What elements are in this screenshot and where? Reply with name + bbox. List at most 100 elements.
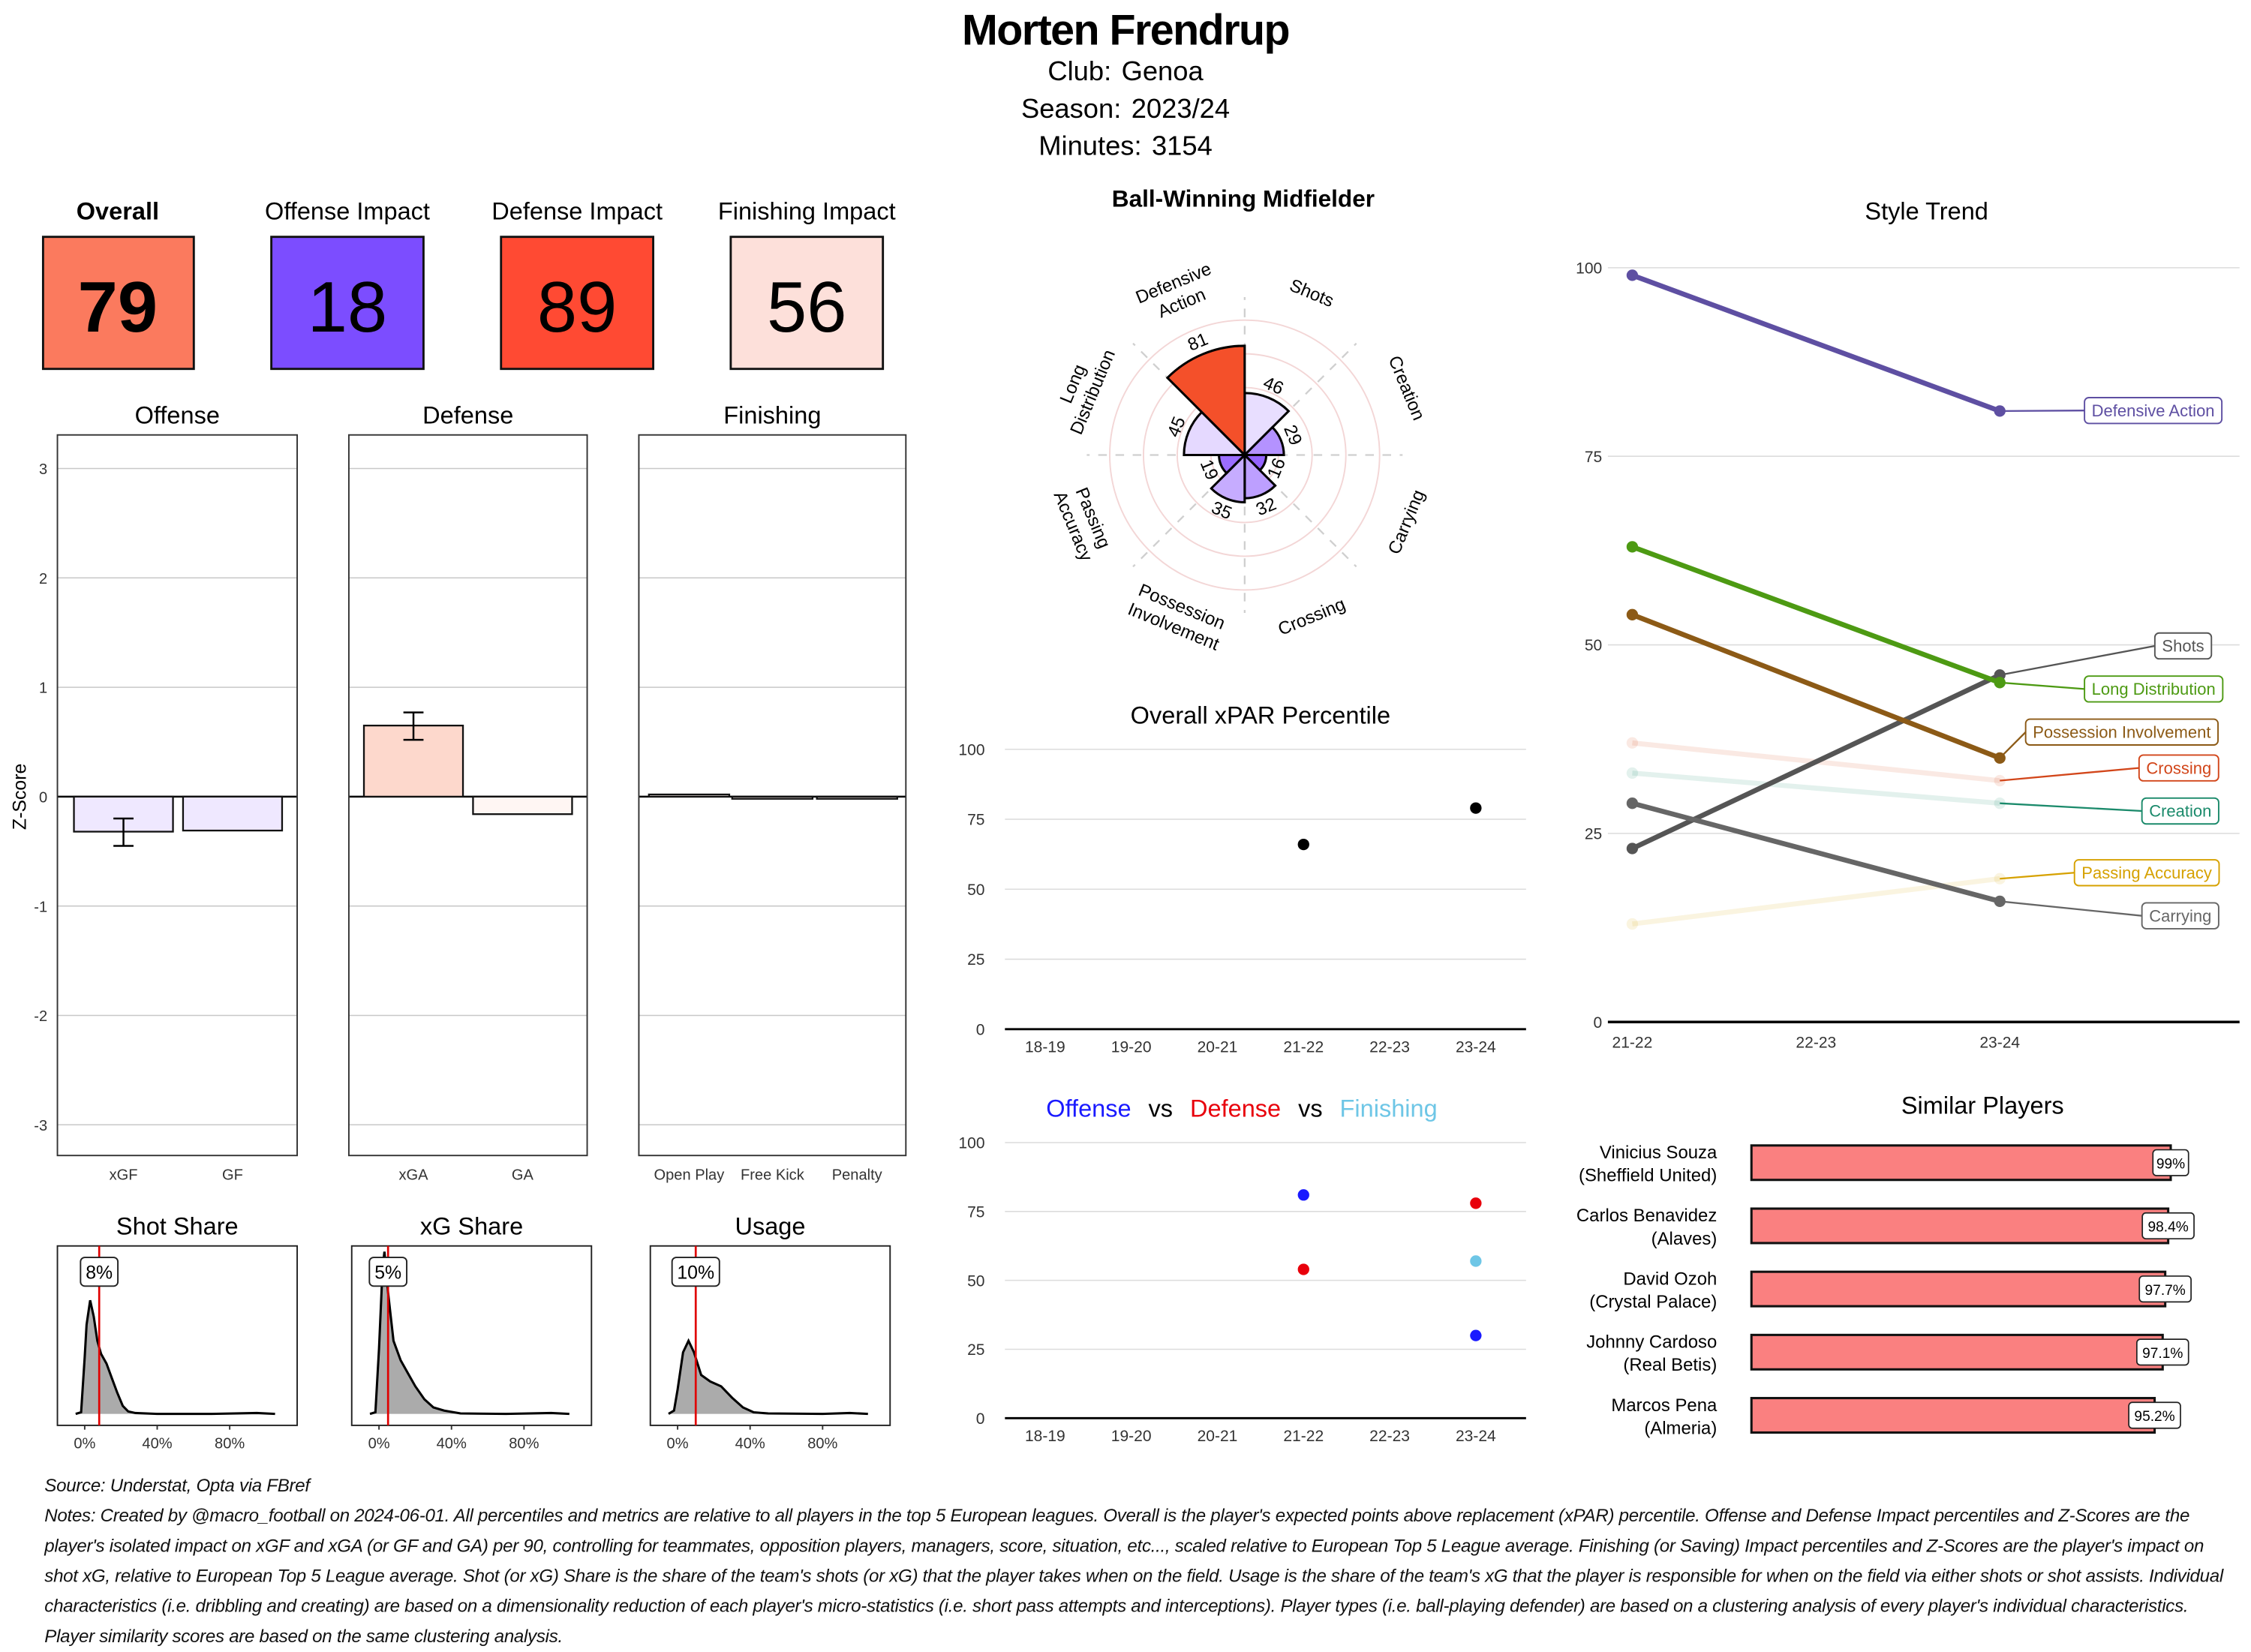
tile-overall: Overall 79 (41, 198, 195, 371)
x-tick-label: Free Kick (741, 1167, 805, 1184)
y-tick-label: 2 (39, 571, 47, 587)
label-text: Defensive Action (2092, 401, 2215, 420)
similarity-label-box (2152, 1149, 2189, 1176)
tile-label: Offense Impact (265, 198, 430, 225)
x-tick-label: 0% (368, 1436, 390, 1452)
label-text: Long Distribution (2092, 680, 2216, 698)
label-box (2073, 859, 2220, 887)
x-tick-label: 23-24 (1979, 1035, 2020, 1052)
similar-players-chart: Similar Players Vinicius Souza (Sheffield … (1576, 1092, 2195, 1438)
similar-player-name-line: (Crystal Palace) (1589, 1292, 1717, 1312)
y-tick-label: 75 (967, 1203, 984, 1221)
source-text: Source: Understat, Opta via FBref (44, 1475, 310, 1496)
y-tick-label: 75 (967, 812, 984, 829)
y-tick-label: -3 (34, 1118, 47, 1134)
player-value-label: 5% (374, 1263, 401, 1284)
trend-series-creation (1626, 767, 2006, 809)
chart-title-part: Finishing (1340, 1095, 1438, 1122)
label-text: Crossing (2146, 758, 2211, 777)
similarity-bar (1750, 1270, 2167, 1308)
polar-category-label: Crossing (1275, 594, 1348, 640)
label-leader-line (2000, 802, 2142, 812)
similar-player-name: Vinicius Souza (Sheffield United) (1579, 1143, 1718, 1186)
x-tick-label: xGA (398, 1167, 428, 1184)
trend-point (1626, 269, 1639, 281)
x-tick-label: 40% (437, 1436, 467, 1452)
label-leader-line (1999, 731, 2027, 759)
trend-series-label: Creation (2000, 797, 2219, 825)
player-value-label: 10% (677, 1263, 714, 1284)
z-score-panel-defense: Defense xGA GA (347, 401, 588, 1184)
club-label: Club: (1047, 56, 1111, 86)
y-tick-label: -1 (34, 899, 47, 915)
similarity-label-box (2135, 1338, 2189, 1366)
x-tick-label: 0% (74, 1436, 95, 1452)
trend-point (1626, 608, 1639, 620)
chart-title-part: vs (1298, 1095, 1323, 1122)
similar-player-row: Johnny Cardoso (Real Betis) 97.1% (1586, 1332, 2189, 1376)
trend-series-label: Carrying (2000, 900, 2219, 930)
trend-point (1626, 737, 1639, 749)
x-tick-label: 40% (735, 1436, 765, 1452)
label-text: Shots (2162, 637, 2204, 656)
y-tick-label: -2 (34, 1008, 47, 1025)
chart-title: Similar Players (1901, 1092, 2064, 1119)
density-panel-usage: Usage 10% 0% 40% 80% (649, 1212, 891, 1452)
z-score-bar (731, 795, 814, 800)
similarity-label-box (2128, 1401, 2181, 1429)
tile-value: 18 (308, 267, 387, 347)
panel-title: xG Share (420, 1212, 523, 1239)
data-point (1470, 802, 1482, 814)
density-curve (75, 1299, 275, 1416)
trend-line (1631, 272, 2001, 414)
trend-series-defensive-action (1626, 269, 2006, 417)
similarity-bar (1750, 1207, 2170, 1245)
panel-frame (638, 434, 907, 1157)
polar-bar (1165, 344, 1246, 458)
x-tick-label: 19-20 (1111, 1428, 1152, 1445)
x-tick-label: 23-24 (1456, 1428, 1496, 1445)
polar-category-label: PossessionInvolvement (1125, 579, 1231, 655)
z-score-bar (472, 795, 573, 815)
panel-title: Offense (135, 401, 220, 428)
label-text: Creation (2149, 802, 2211, 821)
tile-box (729, 236, 885, 371)
y-tick-label: 0 (976, 1021, 985, 1038)
data-point (1470, 1255, 1482, 1267)
radial-gridline (1109, 319, 1381, 591)
label-leader-line (2000, 644, 2156, 676)
data-point (1297, 1189, 1309, 1201)
trend-point (1626, 797, 1639, 809)
label-box (2153, 632, 2213, 660)
xpar-percentile-chart: Overall xPAR Percentile 0 25 50 75 100 18-19 19… (958, 701, 1526, 1056)
y-tick-label: 50 (967, 882, 984, 899)
label-box (2084, 675, 2224, 703)
polar-category-label-line: Crossing (1275, 594, 1348, 640)
x-tick-label: 80% (807, 1436, 837, 1452)
similarity-label-box (2141, 1212, 2195, 1240)
polar-category-label: Carrying (1384, 487, 1429, 557)
trend-series-possession-involvement (1626, 608, 2006, 764)
data-point (1297, 838, 1309, 851)
tile-defense-impact: Defense Impact 89 (491, 198, 663, 371)
similarity-bar (1750, 1397, 2156, 1434)
similar-player-row: Marcos Pena (Almeria) 95.2% (1611, 1395, 2181, 1438)
similar-player-name-line: Carlos Benavidez (1576, 1206, 1717, 1226)
label-box (2141, 902, 2219, 930)
similar-player-name-line: Johnny Cardoso (1586, 1332, 1717, 1353)
trend-series-long-distribution (1626, 541, 2006, 689)
z-score-panels: Offense 3 2 1 0 -1 -2 -3 xGF GF Defense xGA GA Finish… (9, 401, 907, 1184)
similar-player-name: Carlos Benavidez (Alaves) (1576, 1206, 1717, 1249)
label-leader-line (2000, 767, 2139, 782)
x-tick-label: 80% (509, 1436, 539, 1452)
z-score-bar (816, 795, 898, 800)
x-tick-label: GA (512, 1167, 534, 1184)
tile-label: Defense Impact (491, 198, 663, 225)
y-tick-label: 100 (958, 1135, 984, 1152)
y-tick-label: 50 (967, 1272, 984, 1290)
density-area (668, 1341, 868, 1414)
similar-player-name: Johnny Cardoso (Real Betis) (1586, 1332, 1717, 1376)
label-leader-line (2000, 872, 2075, 880)
